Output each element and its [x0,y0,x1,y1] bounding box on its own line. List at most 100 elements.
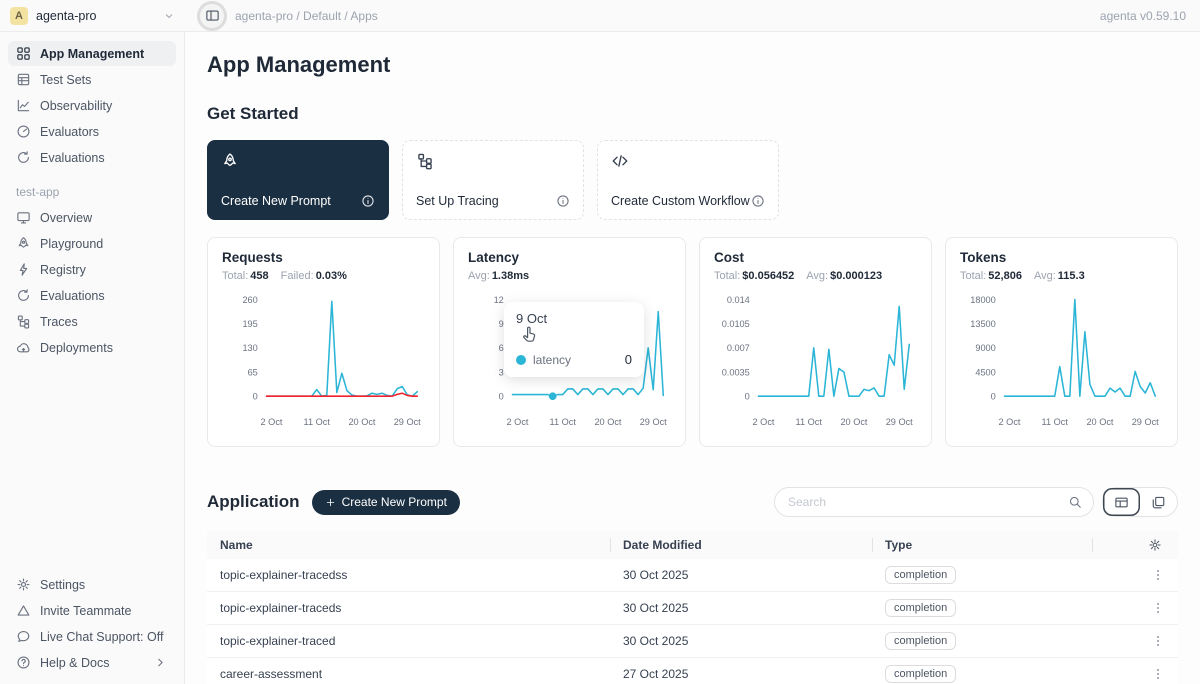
view-toggle [1102,487,1178,517]
sidebar-item-evaluators[interactable]: Evaluators [8,119,176,144]
get-started-title: Get Started [207,104,1178,124]
svg-text:20 Oct: 20 Oct [840,417,867,427]
sidebar: App ManagementTest SetsObservabilityEval… [0,32,185,684]
info-icon[interactable] [751,194,765,208]
chevron-right-icon [153,655,168,670]
workspace-avatar: A [10,7,28,25]
sidebar-item-test-sets[interactable]: Test Sets [8,67,176,92]
workspace-name: agenta-pro [36,9,155,23]
app-name[interactable]: topic-explainer-traced [207,634,610,648]
chart-stat: Total:458 [222,270,269,282]
sidebar-collapse-button[interactable] [197,1,227,31]
column-header-settings [1092,531,1178,559]
svg-text:29 Oct: 29 Oct [1132,417,1159,427]
get-started-card-create-new-prompt[interactable]: Create New Prompt [207,140,389,220]
cloud-icon [16,340,31,355]
get-started-card-set-up-tracing[interactable]: Set Up Tracing [402,140,584,220]
kebab-menu-icon[interactable] [1151,634,1165,648]
sidebar-item-app-management[interactable]: App Management [8,41,176,66]
kebab-menu-icon[interactable] [1151,667,1165,681]
search-input[interactable] [788,495,1068,509]
date-modified: 30 Oct 2025 [610,568,872,582]
table-body: topic-explainer-tracedss30 Oct 2025 compl… [207,559,1178,684]
application-title: Application [207,492,300,512]
metrics-charts: RequestsTotal:458Failed:0.03%26019513065… [207,237,1178,447]
hand-cursor-icon [519,325,537,343]
svg-text:65: 65 [248,367,258,377]
svg-text:18000: 18000 [970,295,996,305]
app-name[interactable]: career-assessment [207,667,610,681]
sidebar-item-evaluations[interactable]: Evaluations [8,283,176,308]
chart-stats: Total:458Failed:0.03% [222,270,425,282]
chart-stat: Total:$0.056452 [714,270,794,282]
workspace-selector[interactable]: A agenta-pro [0,7,185,25]
chart-card-requests: RequestsTotal:458Failed:0.03%26019513065… [207,237,440,447]
sidebar-item-playground[interactable]: Playground [8,231,176,256]
app-name[interactable]: topic-explainer-traceds [207,601,610,615]
kebab-menu-icon[interactable] [1151,568,1165,582]
bolt-icon [16,262,31,277]
gear-icon[interactable] [1148,538,1162,552]
chart-plot: 0.0140.01050.0070.003502 Oct11 Oct20 Oct… [714,286,917,431]
table-view-button[interactable] [1103,488,1140,516]
card-view-button[interactable] [1140,488,1177,516]
svg-text:130: 130 [242,343,257,353]
svg-text:260: 260 [242,295,257,305]
column-header-name[interactable]: Name [207,531,610,559]
svg-text:2 Oct: 2 Oct [753,417,775,427]
sidebar-item-overview[interactable]: Overview [8,205,176,230]
search-icon[interactable] [1068,495,1082,509]
svg-text:11 Oct: 11 Oct [1042,417,1069,427]
column-header-date-modified[interactable]: Date Modified [610,531,872,559]
sidebar-item-deployments[interactable]: Deployments [8,335,176,360]
app-section-label: test-app [16,185,168,199]
info-icon[interactable] [556,194,570,208]
sidebar-item-label: Evaluations [40,151,105,165]
topbar: A agenta-pro agenta-pro / Default / Apps… [0,0,1200,32]
app-name[interactable]: topic-explainer-tracedss [207,568,610,582]
kebab-menu-icon[interactable] [1151,601,1165,615]
tree-icon [416,152,434,170]
sidebar-main-nav: App ManagementTest SetsObservabilityEval… [0,40,184,171]
sidebar-item-traces[interactable]: Traces [8,309,176,334]
svg-text:0.007: 0.007 [727,343,750,353]
svg-text:0: 0 [991,392,996,402]
table-header: NameDate ModifiedType [207,531,1178,559]
card-view-icon [1151,495,1166,510]
card-label: Set Up Tracing [416,194,499,208]
refresh-icon [16,288,31,303]
monitor-icon [16,210,31,225]
sidebar-item-observability[interactable]: Observability [8,93,176,118]
sidebar-item-registry[interactable]: Registry [8,257,176,282]
sidebar-item-live-chat-support-off[interactable]: Live Chat Support: Off [8,624,176,649]
svg-text:29 Oct: 29 Oct [394,417,421,427]
table-row-topic-explainer-traceds[interactable]: topic-explainer-traceds30 Oct 2025comple… [207,592,1178,625]
series-dot-icon [516,355,526,365]
sidebar-item-invite-teammate[interactable]: Invite Teammate [8,598,176,623]
get-started-cards: Create New Prompt Set Up Tracing Create Cu… [207,140,1178,220]
search-box[interactable] [774,487,1094,517]
chart-stats: Avg:1.38ms [468,270,671,282]
svg-text:3: 3 [499,367,504,377]
chart-plot: 18000135009000450002 Oct11 Oct20 Oct29 O… [960,286,1163,431]
info-icon[interactable] [361,194,375,208]
table-row-topic-explainer-tracedss[interactable]: topic-explainer-tracedss30 Oct 2025 compl… [207,559,1178,592]
sidebar-item-evaluations[interactable]: Evaluations [8,145,176,170]
sidebar-item-label: Help & Docs [40,656,109,670]
create-new-prompt-button[interactable]: Create New Prompt [312,490,460,515]
sidebar-item-help-docs[interactable]: Help & Docs [8,650,176,675]
type-badge: completion [885,566,956,584]
sidebar-item-settings[interactable]: Settings [8,572,176,597]
table-row-career-assessment[interactable]: career-assessment27 Oct 2025completion [207,658,1178,684]
chart-stat: Avg:115.3 [1034,270,1085,282]
tree-icon [16,314,31,329]
application-table: NameDate ModifiedType topic-explainer-tr… [207,531,1178,684]
svg-text:20 Oct: 20 Oct [348,417,375,427]
table-view-icon [1114,495,1129,510]
svg-text:6: 6 [499,343,504,353]
get-started-card-create-custom-workflow[interactable]: Create Custom Workflow [597,140,779,220]
column-header-type[interactable]: Type [872,531,1092,559]
table-row-topic-explainer-traced[interactable]: topic-explainer-traced30 Oct 2025complet… [207,625,1178,658]
grid-icon [16,46,31,61]
chat-icon [16,629,31,644]
